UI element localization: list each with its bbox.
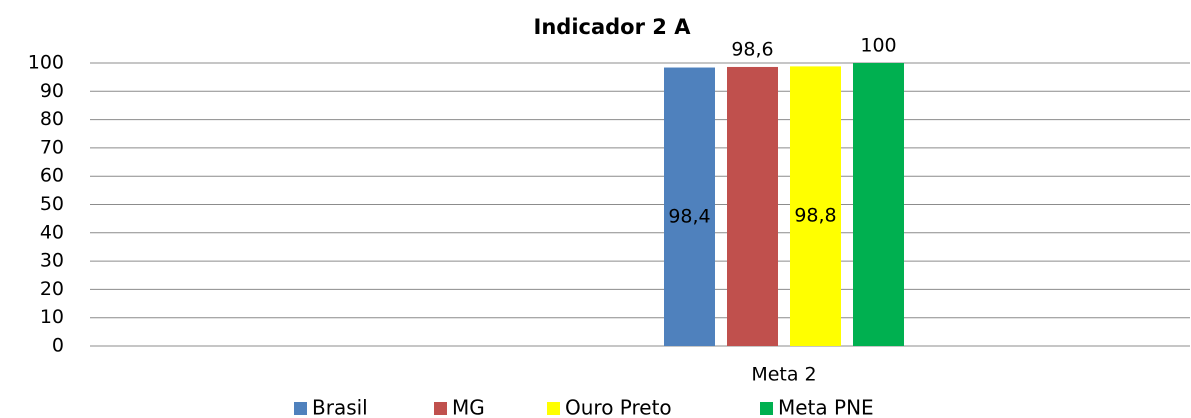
x-tick-label: Meta 2	[751, 364, 816, 386]
data-label: 98,6	[731, 38, 773, 60]
bar	[664, 67, 715, 346]
y-tick-label: 50	[40, 193, 64, 215]
legend-swatch	[294, 402, 307, 415]
y-tick-label: 10	[40, 306, 64, 328]
y-tick-label: 40	[40, 221, 64, 243]
legend-swatch	[547, 402, 560, 415]
legend-label: MG	[452, 396, 485, 418]
y-tick-label: 20	[40, 278, 64, 300]
y-tick-label: 0	[52, 335, 64, 357]
legend-swatch	[760, 402, 773, 415]
data-label: 98,8	[794, 205, 836, 227]
y-tick-label: 80	[40, 108, 64, 130]
y-tick-label: 90	[40, 80, 64, 102]
y-tick-label: 60	[40, 165, 64, 187]
legend-label: Meta PNE	[778, 396, 874, 418]
bar	[727, 66, 778, 346]
y-tick-label: 30	[40, 250, 64, 272]
chart-title: Indicador 2 A	[534, 15, 692, 39]
legend-label: Brasil	[312, 396, 368, 418]
bar	[853, 63, 904, 346]
data-label: 98,4	[668, 205, 710, 227]
data-label: 100	[860, 35, 896, 57]
legend-label: Ouro Preto	[565, 396, 672, 418]
bar	[790, 66, 841, 347]
y-tick-label: 70	[40, 136, 64, 158]
legend-swatch	[434, 402, 447, 415]
y-tick-label: 100	[28, 52, 64, 74]
